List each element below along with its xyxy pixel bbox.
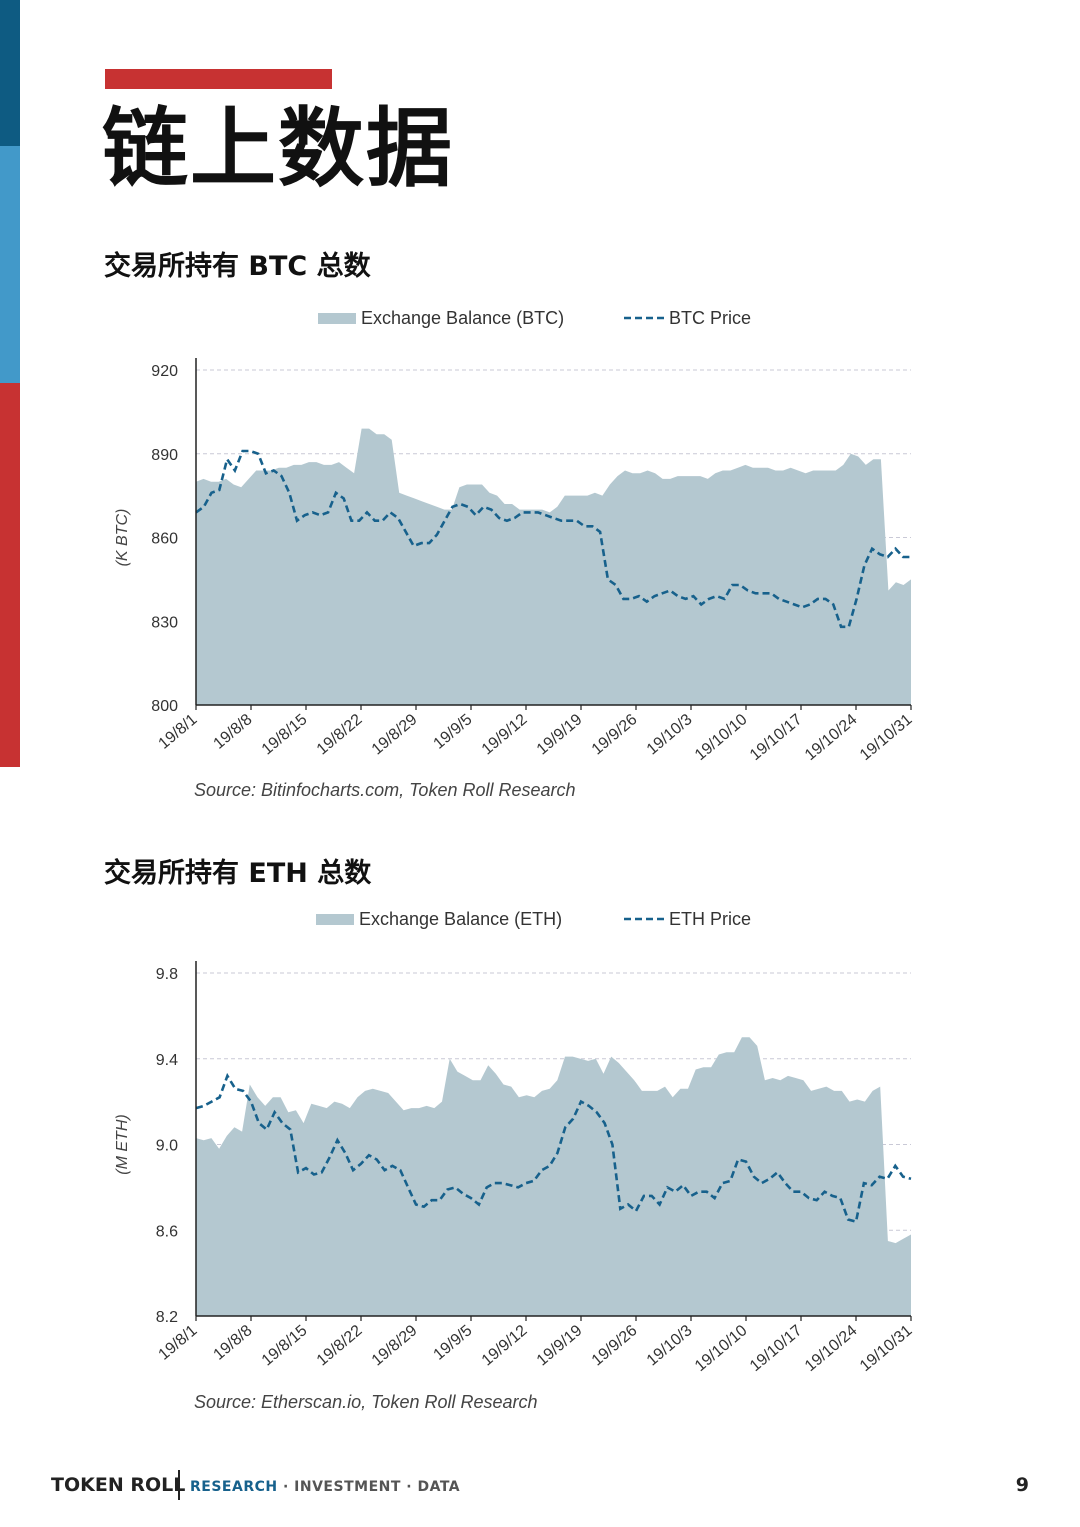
btc-legend-line-label: BTC Price — [669, 308, 751, 328]
btc-x-tick-label: 19/8/1 — [156, 711, 201, 753]
btc-x-tick-label: 19/10/17 — [747, 711, 806, 764]
btc-balance-area — [196, 428, 911, 705]
eth-y-tick-label: 9.4 — [156, 1052, 178, 1069]
btc-x-tick-label: 19/9/5 — [431, 711, 476, 753]
eth-legend-area-swatch — [316, 914, 354, 925]
eth-balance-area — [196, 1037, 911, 1316]
btc-x-tick-label: 19/10/10 — [692, 711, 751, 764]
eth-y-tick-label: 9.8 — [156, 966, 178, 983]
eth-x-tick-label: 19/8/22 — [314, 1322, 366, 1369]
eth-x-tick-label: 19/8/8 — [211, 1322, 256, 1364]
eth-x-tick-label: 19/10/24 — [802, 1322, 861, 1375]
eth-price-line — [195, 1072, 912, 1224]
eth-x-tick-label: 19/10/10 — [692, 1322, 751, 1375]
btc-legend-area-label: Exchange Balance (BTC) — [361, 308, 564, 328]
btc-y-axis-label: (K BTC) — [114, 509, 131, 567]
eth-y-axis-label: (M ETH) — [114, 1114, 131, 1174]
footer-divider — [178, 1470, 180, 1500]
side-accent-bar-bottom — [0, 383, 20, 767]
eth-x-tick-label: 19/8/29 — [369, 1322, 421, 1369]
side-accent-bar-top — [0, 0, 20, 146]
btc-x-tick-label: 19/10/3 — [644, 711, 696, 758]
eth-y-tick-label: 8.2 — [156, 1309, 178, 1326]
footer-tag-rest: · INVESTMENT · DATA — [277, 1479, 461, 1495]
eth-x-tick-label: 19/9/26 — [589, 1322, 641, 1369]
eth-y-tick-label: 8.6 — [156, 1223, 178, 1240]
eth-legend-area-label: Exchange Balance (ETH) — [359, 909, 562, 929]
btc-x-tick-label: 19/8/8 — [211, 711, 256, 753]
footer-tags: RESEARCH · INVESTMENT · DATA — [190, 1479, 460, 1495]
btc-x-tick-label: 19/9/19 — [534, 711, 586, 758]
footer-brand: TOKEN ROLL — [51, 1474, 186, 1496]
btc-price-line — [195, 449, 911, 629]
btc-y-tick-label: 860 — [151, 531, 178, 548]
side-accent-bar-middle — [0, 146, 20, 383]
btc-x-tick-label: 19/10/24 — [802, 711, 861, 764]
btc-x-tick-label: 19/9/26 — [589, 711, 641, 758]
page-number: 9 — [1015, 1474, 1029, 1496]
btc-x-tick-label: 19/8/29 — [369, 711, 421, 758]
eth-x-tick-label: 19/8/15 — [259, 1322, 311, 1369]
eth-x-tick-label: 19/9/19 — [534, 1322, 586, 1369]
btc-y-tick-label: 890 — [151, 447, 178, 464]
eth-x-tick-label: 19/10/31 — [857, 1322, 916, 1375]
btc-x-tick-label: 19/8/15 — [259, 711, 311, 758]
eth-x-tick-label: 19/9/12 — [479, 1322, 531, 1369]
btc-source-note: Source: Bitinfocharts.com, Token Roll Re… — [194, 780, 576, 800]
btc-legend-area-swatch — [318, 313, 356, 324]
eth-x-tick-label: 19/10/17 — [747, 1322, 806, 1375]
page-title: 链上数据 — [102, 99, 454, 199]
eth-legend-line-label: ETH Price — [669, 909, 751, 929]
eth-section-heading: 交易所持有 ETH 总数 — [104, 858, 372, 889]
footer-tag-research: RESEARCH — [190, 1479, 278, 1495]
eth-y-tick-label: 9.0 — [156, 1138, 178, 1155]
eth-x-tick-label: 19/9/5 — [431, 1322, 476, 1364]
eth-x-tick-label: 19/8/1 — [156, 1322, 201, 1364]
btc-y-tick-label: 800 — [151, 698, 178, 715]
eth-x-tick-label: 19/10/3 — [644, 1322, 696, 1369]
eth-exchange-balance-chart: 8.28.69.09.49.819/8/1 19/8/8 19/8/15 19/8/2… — [114, 909, 916, 1412]
btc-x-tick-label: 19/8/22 — [314, 711, 366, 758]
btc-x-tick-label: 19/10/31 — [857, 711, 916, 764]
btc-y-tick-label: 920 — [151, 363, 178, 380]
title-accent-rule — [105, 69, 332, 89]
btc-section-heading: 交易所持有 BTC 总数 — [104, 251, 371, 282]
btc-x-tick-label: 19/9/12 — [479, 711, 531, 758]
btc-y-tick-label: 830 — [151, 614, 178, 631]
eth-source-note: Source: Etherscan.io, Token Roll Researc… — [194, 1392, 538, 1412]
